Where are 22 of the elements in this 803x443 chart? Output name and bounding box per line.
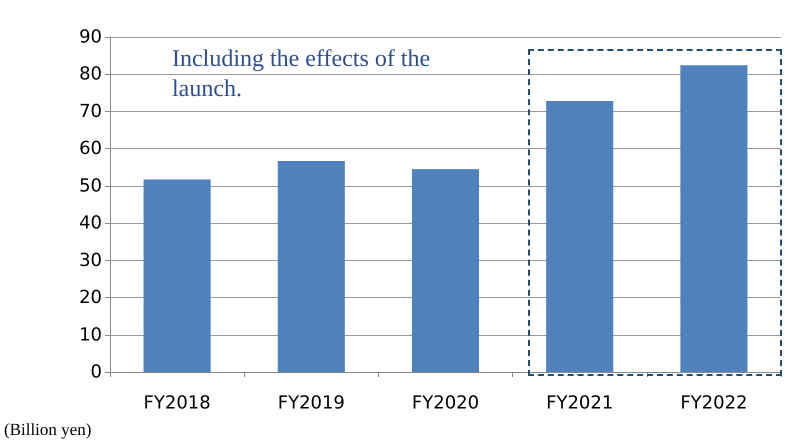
- x-tick-label: FY2021: [546, 392, 614, 414]
- bar: [278, 160, 345, 372]
- bar: [680, 65, 748, 372]
- y-tick-label: 60: [79, 138, 102, 160]
- x-tick-label: FY2020: [412, 392, 480, 414]
- annotation: Including the effects of the launch.: [172, 45, 430, 104]
- y-tick-label: 40: [79, 212, 102, 234]
- text: (Billion yen): [4, 420, 92, 440]
- y-tick-label: 70: [79, 100, 102, 122]
- x-tick-label: FY2018: [144, 392, 211, 414]
- y-tick-label: 10: [79, 324, 102, 346]
- bar: [546, 101, 614, 372]
- y-tick-label: 90: [79, 26, 102, 48]
- bar: [412, 169, 480, 372]
- x-tick-label: FY2019: [278, 392, 345, 414]
- y-tick-label: 30: [79, 250, 102, 271]
- x-tick-label: FY2022: [680, 392, 748, 414]
- y-tick-label: 50: [79, 175, 102, 196]
- y-tick-label: 20: [79, 287, 102, 308]
- y-tick-label: 0: [90, 362, 102, 382]
- bar: [144, 180, 211, 372]
- y-tick-label: 80: [79, 64, 102, 85]
